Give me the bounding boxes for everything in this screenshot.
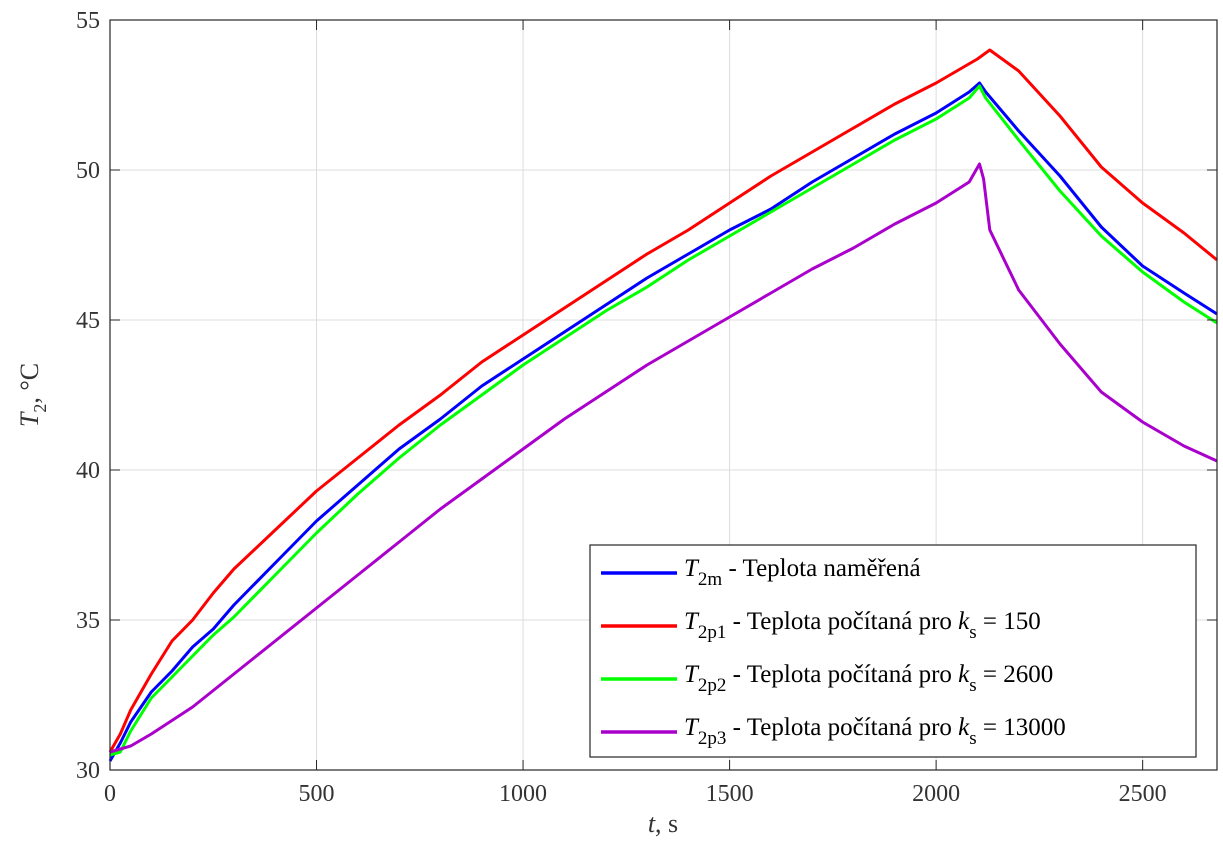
legend: T2m - Teplota naměřená T2p1 - Teplota poč… (589, 544, 1197, 758)
legend-entry-t2p3: T2p3 - Teplota počítaná pro ks = 13000 (684, 714, 1066, 749)
series-line-t2p3 (109, 162, 1218, 754)
legend-box (589, 544, 1197, 758)
plot-frame (109, 19, 1218, 771)
legend-entry-t2m: T2m - Teplota naměřená (684, 555, 921, 590)
series-line-t2p2 (109, 84, 1218, 757)
legend-entry-t2p2: T2p2 - Teplota počítaná pro ks = 2600 (684, 661, 1053, 696)
series-line-t2p1 (108, 48, 1218, 753)
x-tick-label: 2500 (1119, 781, 1167, 807)
ticks: 0 500 1000 1500 2000 2500 30 35 40 45 50 55 (76, 8, 1217, 807)
x-tick-label: 0 (104, 781, 116, 807)
y-tick-label: 35 (76, 608, 100, 634)
series-line-t2m (108, 81, 1218, 762)
x-tick-label: 2000 (912, 781, 960, 807)
legend-entry-t2p1: T2p1 - Teplota počítaná pro ks = 150 (684, 608, 1041, 643)
series-layer (108, 48, 1218, 762)
y-tick-label: 45 (76, 308, 100, 334)
x-tick-label: 1500 (706, 781, 754, 807)
y-axis-label: T2, °C (15, 363, 50, 427)
y-tick-label: 50 (76, 158, 100, 184)
y-tick-label: 55 (76, 8, 100, 34)
y-tick-label: 40 (76, 458, 100, 484)
x-tick-label: 1000 (499, 781, 547, 807)
x-tick-label: 500 (299, 781, 335, 807)
x-axis-label: t, s (648, 809, 678, 838)
y-tick-label: 30 (76, 758, 100, 784)
